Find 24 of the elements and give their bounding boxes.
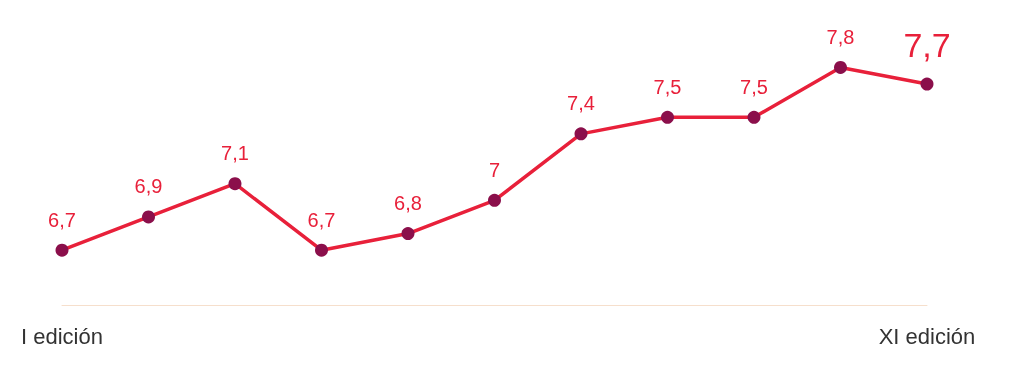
- point: [488, 193, 501, 207]
- data-label: 6,8: [394, 192, 422, 215]
- x-tick-label: I edición: [21, 323, 103, 349]
- point: [834, 60, 847, 74]
- point: [228, 177, 242, 191]
- point: [661, 110, 674, 124]
- point: [315, 243, 328, 257]
- x-tick-label: XI edición: [878, 323, 976, 349]
- data-label: 6,7: [48, 208, 76, 231]
- data-label: 7,4: [567, 92, 595, 115]
- data-label: 6,9: [134, 175, 163, 198]
- point: [574, 127, 588, 141]
- data-label: 7,5: [740, 75, 768, 98]
- data-label: 7: [488, 158, 501, 181]
- point: [920, 77, 934, 91]
- point: [55, 243, 69, 257]
- point: [747, 110, 761, 124]
- data-label: 7,7: [903, 25, 951, 64]
- data-label: 7,8: [826, 25, 855, 48]
- point: [142, 210, 155, 224]
- data-label: 7,1: [221, 142, 249, 165]
- data-label: 6,7: [307, 208, 336, 231]
- data-label: 7,5: [653, 75, 682, 98]
- point: [401, 227, 415, 241]
